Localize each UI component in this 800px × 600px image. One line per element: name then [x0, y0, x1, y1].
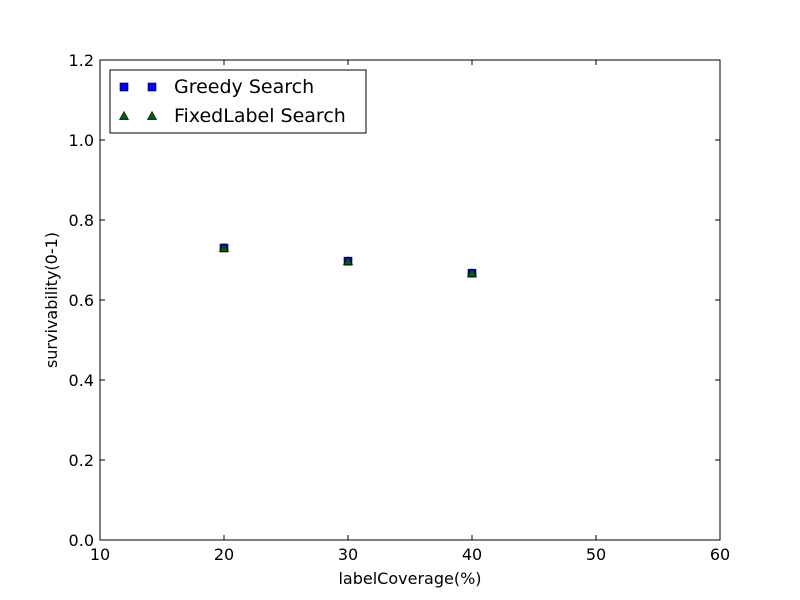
data-point-fixedlabel-search — [466, 268, 478, 278]
y-tick-label: 0.0 — [69, 531, 94, 550]
legend-box — [109, 69, 367, 134]
data-marks — [218, 242, 478, 278]
legend-marker-greedy-search — [119, 82, 129, 92]
x-tick-label: 50 — [586, 545, 606, 564]
x-tick-label: 30 — [338, 545, 358, 564]
legend-marker-fixedlabel-search — [118, 110, 130, 120]
x-axis-ticks: 10 20 30 40 50 60 — [90, 60, 730, 564]
y-axis-label: survivability(0-1) — [42, 232, 61, 368]
legend-marker-greedy-search — [147, 82, 157, 92]
y-axis-ticks: 0.0 0.2 0.4 0.6 0.8 1.0 1.2 — [69, 51, 720, 550]
data-point-fixedlabel-search — [342, 256, 354, 266]
y-tick-label: 1.0 — [69, 131, 94, 150]
x-tick-label: 10 — [90, 545, 110, 564]
legend-label-greedy-search: Greedy Search — [174, 76, 314, 98]
legend-marker-fixedlabel-search — [146, 110, 158, 120]
x-tick-label: 20 — [214, 545, 234, 564]
y-tick-label: 1.2 — [69, 51, 94, 70]
legend-marker-greedy-search — [119, 82, 157, 92]
legend: Greedy Search FixedLabel Search — [109, 69, 367, 134]
y-tick-label: 0.2 — [69, 451, 94, 470]
y-tick-label: 0.8 — [69, 211, 94, 230]
y-tick-label: 0.6 — [69, 291, 94, 310]
data-point-fixedlabel-search — [218, 242, 230, 252]
x-tick-label: 40 — [462, 545, 482, 564]
x-tick-label: 60 — [710, 545, 730, 564]
legend-marker-fixedlabel-search — [118, 110, 158, 120]
y-tick-label: 0.4 — [69, 371, 94, 390]
legend-label-fixedlabel-search: FixedLabel Search — [174, 105, 346, 127]
x-axis-label: labelCoverage(%) — [338, 569, 481, 588]
